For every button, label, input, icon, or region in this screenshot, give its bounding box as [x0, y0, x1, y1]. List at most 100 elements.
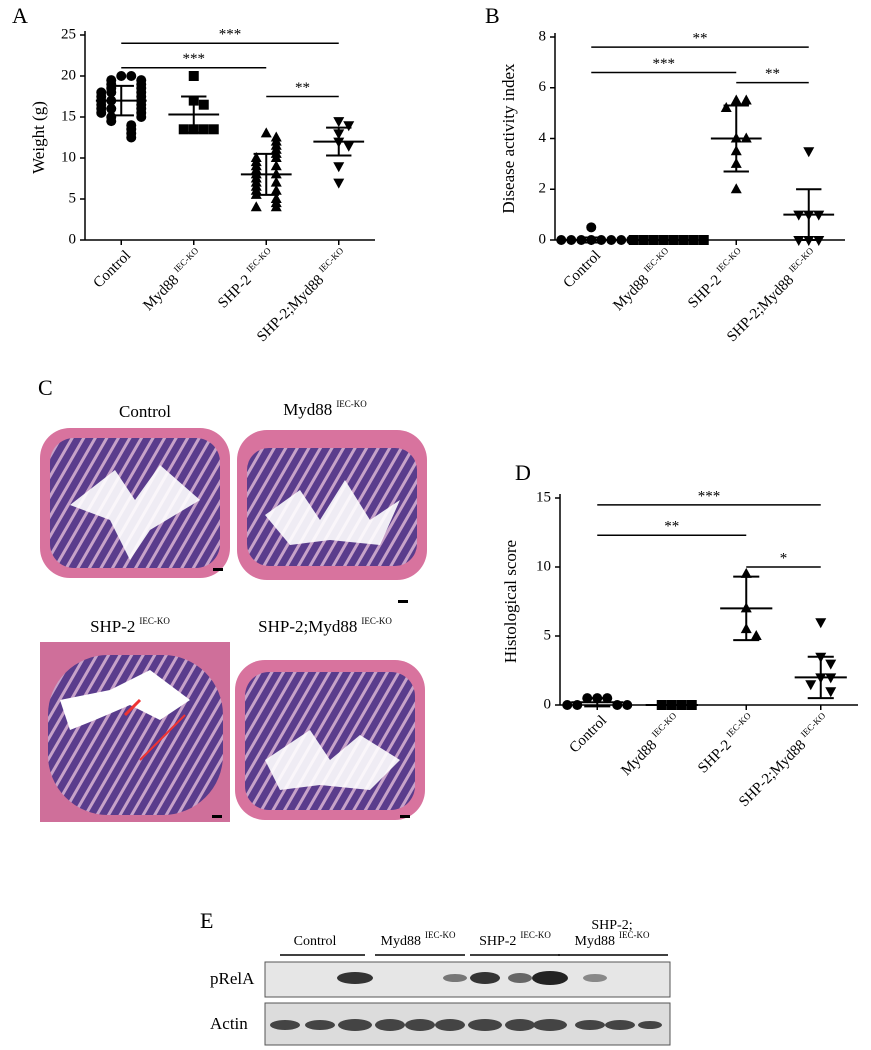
point	[270, 201, 282, 212]
x-tick-label: Myd88IEC-KO	[616, 710, 685, 779]
x-tick-label-sup: IEC-KO	[714, 245, 743, 274]
point	[343, 141, 355, 152]
significance-label: *	[780, 550, 788, 566]
significance-label: ***	[698, 488, 721, 504]
group-label-base: Myd88	[575, 934, 615, 949]
y-axis-label: Weight (g)	[29, 101, 48, 174]
x-tick-label-sup: IEC-KO	[642, 245, 671, 274]
point	[750, 630, 762, 640]
point	[270, 176, 282, 187]
point	[556, 235, 567, 245]
point	[628, 235, 639, 245]
point	[730, 183, 742, 194]
x-tick-label: Myd88IEC-KO	[608, 245, 677, 314]
western-blot	[264, 961, 671, 1046]
image-title: Control	[119, 402, 171, 421]
point	[270, 152, 282, 162]
point	[562, 700, 573, 710]
x-tick-label-sup: IEC-KO	[787, 245, 816, 274]
x-tick-label: Myd88IEC-KO	[138, 245, 207, 314]
point	[622, 700, 633, 710]
x-tick-label-base: SHP-2	[216, 272, 256, 312]
point	[730, 94, 742, 105]
x-tick-label-sup: IEC-KO	[799, 710, 828, 739]
panel-label: D	[515, 460, 531, 485]
y-axis-label: Disease activity index	[499, 63, 518, 214]
point	[106, 116, 117, 127]
panel-label: B	[485, 3, 500, 28]
y-tick-label: 20	[61, 67, 76, 83]
point	[825, 659, 837, 670]
group-label-base: Control	[294, 934, 337, 949]
y-tick-label: 5	[544, 627, 552, 643]
point	[803, 147, 815, 158]
image-title-sup: IEC-KO	[336, 399, 367, 409]
point	[720, 102, 732, 113]
y-tick-label: 15	[536, 489, 551, 505]
point	[260, 127, 272, 138]
y-tick-label: 10	[61, 149, 76, 165]
point	[270, 160, 282, 171]
group-label: SHP-2 IEC-KO	[479, 930, 551, 949]
point	[188, 71, 199, 81]
group-label: Myd88 IEC-KO	[381, 930, 456, 949]
y-tick-label: 5	[69, 190, 77, 206]
x-tick-label-sup: IEC-KO	[172, 245, 201, 274]
point	[688, 235, 699, 245]
point	[136, 112, 147, 122]
image-title-base: SHP-2;Myd88	[258, 617, 357, 636]
y-tick-label: 6	[539, 79, 547, 95]
significance-label: ***	[653, 56, 676, 72]
y-tick-label: 0	[69, 231, 77, 247]
x-tick-label: Control	[561, 248, 605, 292]
group-label-sup: IEC-KO	[619, 930, 650, 940]
point	[815, 618, 827, 629]
significance-label: ***	[219, 27, 242, 43]
histology-images	[40, 428, 427, 822]
group-label: Myd88 IEC-KO	[575, 930, 650, 949]
y-tick-label: 8	[539, 28, 547, 44]
point	[198, 124, 209, 135]
group-label-base: SHP-2	[479, 934, 516, 949]
group-label-sup: IEC-KO	[520, 930, 551, 940]
x-tick-label: SHP-2IEC-KO	[693, 710, 760, 777]
panel-label: C	[38, 375, 53, 400]
point	[740, 94, 752, 105]
x-tick-label-base: Myd88	[611, 272, 653, 314]
point	[333, 178, 345, 189]
image-title-sup: IEC-KO	[361, 616, 392, 626]
image-title: SHP-2 IEC-KO	[90, 616, 170, 636]
point	[106, 103, 117, 114]
row-label: Actin	[210, 1014, 248, 1033]
panel-label: A	[12, 3, 28, 28]
x-tick-label-sup: IEC-KO	[317, 245, 346, 274]
x-tick-label-base: SHP-2;Myd88	[736, 737, 809, 810]
x-tick-label-sup: IEC-KO	[650, 710, 679, 739]
significance-label: **	[765, 66, 780, 82]
x-tick-label: Control	[567, 713, 611, 757]
group-label: Control	[294, 934, 337, 949]
point	[126, 132, 137, 143]
group-label-base: SHP-2;	[591, 918, 632, 933]
point	[586, 222, 597, 233]
y-tick-label: 25	[61, 26, 76, 42]
point	[178, 124, 189, 135]
point	[126, 71, 137, 81]
x-tick-label-base: SHP-2;Myd88	[254, 272, 327, 345]
point	[96, 107, 107, 118]
point	[116, 71, 127, 81]
image-title: SHP-2;Myd88 IEC-KO	[258, 616, 392, 636]
point	[198, 99, 209, 110]
x-tick-label: SHP-2IEC-KO	[683, 245, 750, 312]
point	[270, 184, 282, 195]
y-axis-label: Histological score	[501, 540, 520, 663]
y-tick-label: 2	[539, 181, 547, 197]
point	[825, 687, 837, 698]
image-title-base: SHP-2	[90, 617, 135, 636]
x-tick-label: Control	[91, 248, 135, 292]
x-tick-label-base: Control	[561, 248, 605, 292]
group-label-sup: IEC-KO	[425, 930, 456, 940]
significance-label: **	[664, 519, 679, 535]
point	[250, 201, 262, 212]
x-tick-label-base: SHP-2;Myd88	[724, 272, 797, 345]
